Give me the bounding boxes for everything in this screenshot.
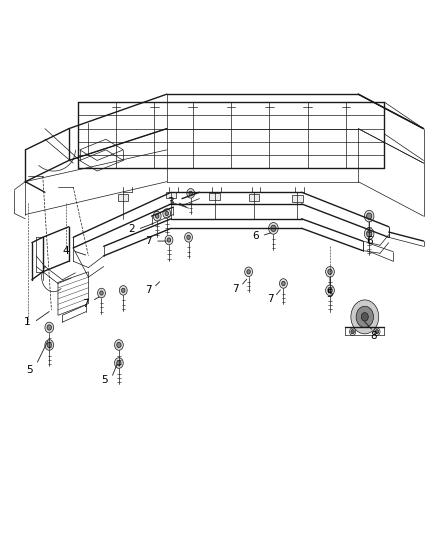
- Text: 6: 6: [253, 231, 259, 241]
- Circle shape: [364, 211, 374, 222]
- Circle shape: [367, 230, 372, 237]
- Text: 7: 7: [232, 284, 239, 294]
- Text: 5: 5: [102, 375, 108, 385]
- Text: 7: 7: [267, 294, 274, 304]
- Circle shape: [47, 342, 51, 348]
- Circle shape: [187, 235, 190, 239]
- Circle shape: [361, 313, 368, 321]
- Text: 1: 1: [24, 317, 31, 327]
- Circle shape: [167, 238, 171, 242]
- Polygon shape: [118, 195, 128, 201]
- Circle shape: [117, 342, 121, 348]
- Circle shape: [351, 329, 354, 334]
- Circle shape: [121, 288, 125, 293]
- Circle shape: [98, 288, 106, 298]
- Circle shape: [351, 300, 379, 334]
- Circle shape: [115, 358, 123, 368]
- Circle shape: [165, 212, 169, 216]
- Circle shape: [350, 328, 356, 335]
- Circle shape: [189, 191, 192, 196]
- Circle shape: [117, 360, 121, 366]
- Circle shape: [325, 285, 334, 296]
- Circle shape: [47, 325, 51, 330]
- Circle shape: [185, 232, 192, 242]
- Circle shape: [374, 328, 380, 335]
- Circle shape: [45, 322, 53, 333]
- Circle shape: [119, 286, 127, 295]
- Circle shape: [271, 225, 276, 231]
- Circle shape: [165, 235, 173, 245]
- Circle shape: [45, 340, 53, 350]
- Polygon shape: [292, 196, 303, 202]
- Text: 2: 2: [128, 224, 134, 235]
- Circle shape: [163, 209, 171, 218]
- Text: 8: 8: [370, 332, 377, 342]
- Text: 7: 7: [145, 285, 152, 295]
- Circle shape: [282, 281, 285, 286]
- Text: 7: 7: [145, 236, 152, 246]
- Circle shape: [325, 266, 334, 277]
- Text: 6: 6: [366, 236, 372, 246]
- Text: 7: 7: [82, 298, 89, 309]
- Circle shape: [364, 228, 374, 239]
- Circle shape: [100, 291, 103, 295]
- Polygon shape: [166, 192, 177, 198]
- Circle shape: [153, 212, 161, 221]
- Polygon shape: [249, 195, 259, 201]
- Circle shape: [247, 270, 251, 274]
- Circle shape: [328, 288, 332, 293]
- Circle shape: [155, 214, 159, 218]
- Text: 3: 3: [167, 197, 173, 207]
- Circle shape: [356, 306, 374, 327]
- Polygon shape: [209, 193, 220, 200]
- Circle shape: [279, 279, 287, 288]
- Circle shape: [115, 340, 123, 350]
- Text: 4: 4: [63, 246, 69, 256]
- Circle shape: [268, 222, 278, 234]
- Circle shape: [328, 269, 332, 274]
- Text: 5: 5: [26, 365, 33, 375]
- Circle shape: [367, 213, 372, 219]
- Circle shape: [245, 267, 253, 277]
- Circle shape: [187, 189, 194, 198]
- Circle shape: [375, 329, 379, 334]
- Text: 5: 5: [327, 289, 333, 299]
